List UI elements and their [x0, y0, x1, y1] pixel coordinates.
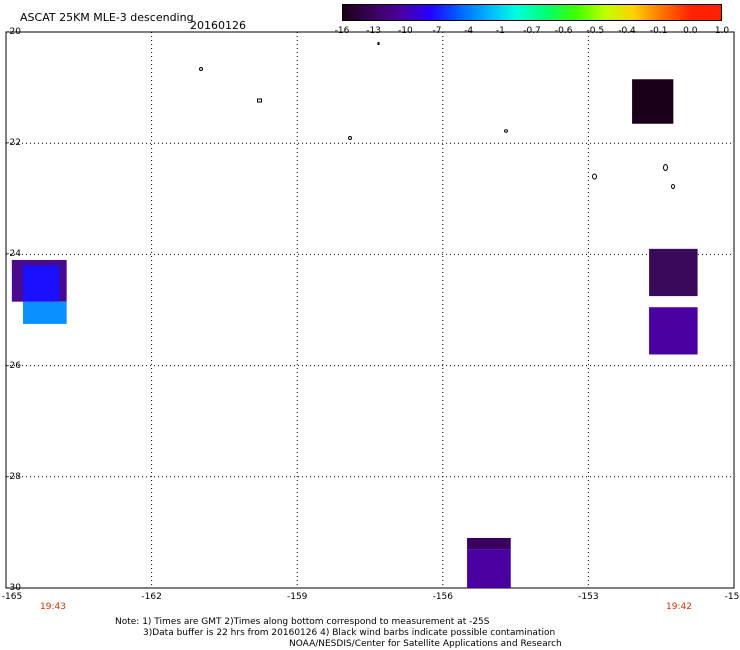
color-scale-segment — [401, 5, 431, 20]
color-scale-label: -7 — [432, 26, 442, 36]
color-scale-label: -0.5 — [586, 26, 605, 36]
island-outline — [592, 173, 597, 180]
color-scale-segment — [604, 5, 634, 20]
color-scale-label: -0.6 — [554, 26, 573, 36]
island-outline — [377, 42, 380, 45]
latitude-label: -30 — [6, 583, 21, 593]
color-scale-label: 1.0 — [714, 26, 730, 36]
color-scale-label: -13 — [366, 26, 382, 36]
lat-lon-grid — [6, 32, 734, 588]
data-cell — [467, 537, 511, 550]
color-scale-label: -0.4 — [618, 26, 636, 36]
plot-frame — [5, 31, 735, 589]
color-scale-segment — [633, 5, 663, 20]
color-scale-segment — [459, 5, 489, 20]
latitude-label: -24 — [6, 249, 21, 260]
data-cell — [649, 307, 698, 355]
color-scale-segment — [488, 5, 518, 20]
map-date: 20160126 — [190, 19, 246, 32]
color-scale-segment — [372, 5, 402, 20]
data-cell — [22, 265, 60, 302]
data-cell — [22, 301, 67, 324]
color-scale-label: -0.7 — [523, 26, 541, 36]
island-outline — [671, 184, 675, 189]
color-scale-bar — [342, 4, 722, 21]
latitude-label: -22 — [6, 138, 21, 149]
time-label-left: 19:43 — [40, 602, 66, 612]
island-outline — [199, 67, 203, 71]
color-scale-label: -4 — [464, 26, 474, 36]
color-scale-label: -16 — [334, 26, 350, 36]
data-cell — [467, 549, 511, 588]
color-scale-segment — [691, 5, 722, 20]
island-outline — [663, 164, 668, 171]
island-outlines — [199, 42, 675, 189]
color-scale-label: 0.0 — [683, 26, 698, 36]
island-outline — [257, 98, 262, 103]
latitude-label: -28 — [6, 471, 21, 482]
map-title: ASCAT 25KM MLE-3 descending — [20, 11, 194, 24]
latitude-label: -26 — [6, 360, 21, 371]
color-scale-label: -10 — [397, 26, 413, 36]
color-scale-label: -1 — [495, 26, 505, 36]
island-outline — [504, 129, 508, 133]
data-cells — [11, 79, 698, 588]
data-cell — [649, 248, 698, 297]
color-scale-segment — [546, 5, 576, 20]
longitude-label: -165 — [1, 592, 23, 602]
longitude-label: -153 — [578, 592, 599, 602]
footnote-line: Note: 1) Times are GMT 2)Times along bot… — [115, 617, 490, 627]
footnotes: Note: 1) Times are GMT 2)Times along bot… — [115, 617, 562, 650]
color-scale-segment — [343, 5, 373, 20]
color-scale-segment — [662, 5, 692, 20]
color-scale-label: -0.1 — [649, 26, 668, 36]
color-scale-segment — [517, 5, 547, 20]
footnote-line: 3)Data buffer is 22 hrs from 20160126 4)… — [143, 628, 556, 638]
longitude-label: -156 — [432, 592, 454, 602]
longitude-label: -159 — [286, 592, 308, 602]
longitude-label: -162 — [141, 592, 162, 602]
color-scale-segment — [430, 5, 460, 20]
color-scale-segment — [575, 5, 605, 20]
latitude-label: -20 — [6, 27, 21, 37]
island-outline — [348, 136, 352, 140]
longitude-label: -15 — [724, 592, 740, 602]
time-label-right: 19:42 — [666, 602, 692, 612]
data-cell — [632, 79, 674, 124]
footnote-line: NOAA/NESDIS/Center for Satellite Applica… — [289, 639, 562, 649]
